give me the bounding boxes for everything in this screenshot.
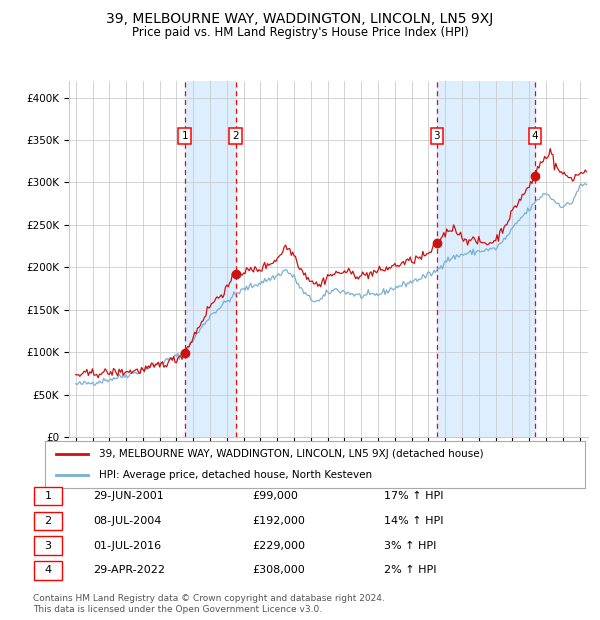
Text: 4: 4 <box>44 565 52 575</box>
Text: 14% ↑ HPI: 14% ↑ HPI <box>384 516 443 526</box>
Text: 3: 3 <box>434 131 440 141</box>
Text: 1: 1 <box>181 131 188 141</box>
Text: £229,000: £229,000 <box>252 541 305 551</box>
Text: 2% ↑ HPI: 2% ↑ HPI <box>384 565 437 575</box>
Text: 2: 2 <box>232 131 239 141</box>
Text: 29-JUN-2001: 29-JUN-2001 <box>93 491 164 501</box>
Text: £192,000: £192,000 <box>252 516 305 526</box>
Text: 3: 3 <box>44 541 52 551</box>
Text: 29-APR-2022: 29-APR-2022 <box>93 565 165 575</box>
Text: 01-JUL-2016: 01-JUL-2016 <box>93 541 161 551</box>
Text: 39, MELBOURNE WAY, WADDINGTON, LINCOLN, LN5 9XJ: 39, MELBOURNE WAY, WADDINGTON, LINCOLN, … <box>106 12 494 27</box>
Text: 17% ↑ HPI: 17% ↑ HPI <box>384 491 443 501</box>
Text: 39, MELBOURNE WAY, WADDINGTON, LINCOLN, LN5 9XJ (detached house): 39, MELBOURNE WAY, WADDINGTON, LINCOLN, … <box>99 449 484 459</box>
Text: £99,000: £99,000 <box>252 491 298 501</box>
Text: Price paid vs. HM Land Registry's House Price Index (HPI): Price paid vs. HM Land Registry's House … <box>131 26 469 39</box>
Text: 2: 2 <box>44 516 52 526</box>
Bar <box>437 81 535 437</box>
Text: Contains HM Land Registry data © Crown copyright and database right 2024.: Contains HM Land Registry data © Crown c… <box>33 593 385 603</box>
Text: HPI: Average price, detached house, North Kesteven: HPI: Average price, detached house, Nort… <box>99 471 372 480</box>
Text: This data is licensed under the Open Government Licence v3.0.: This data is licensed under the Open Gov… <box>33 604 322 614</box>
Text: £308,000: £308,000 <box>252 565 305 575</box>
Text: 3% ↑ HPI: 3% ↑ HPI <box>384 541 436 551</box>
Bar <box>185 81 236 437</box>
Text: 4: 4 <box>532 131 538 141</box>
Text: 1: 1 <box>44 491 52 501</box>
Text: 08-JUL-2004: 08-JUL-2004 <box>93 516 161 526</box>
